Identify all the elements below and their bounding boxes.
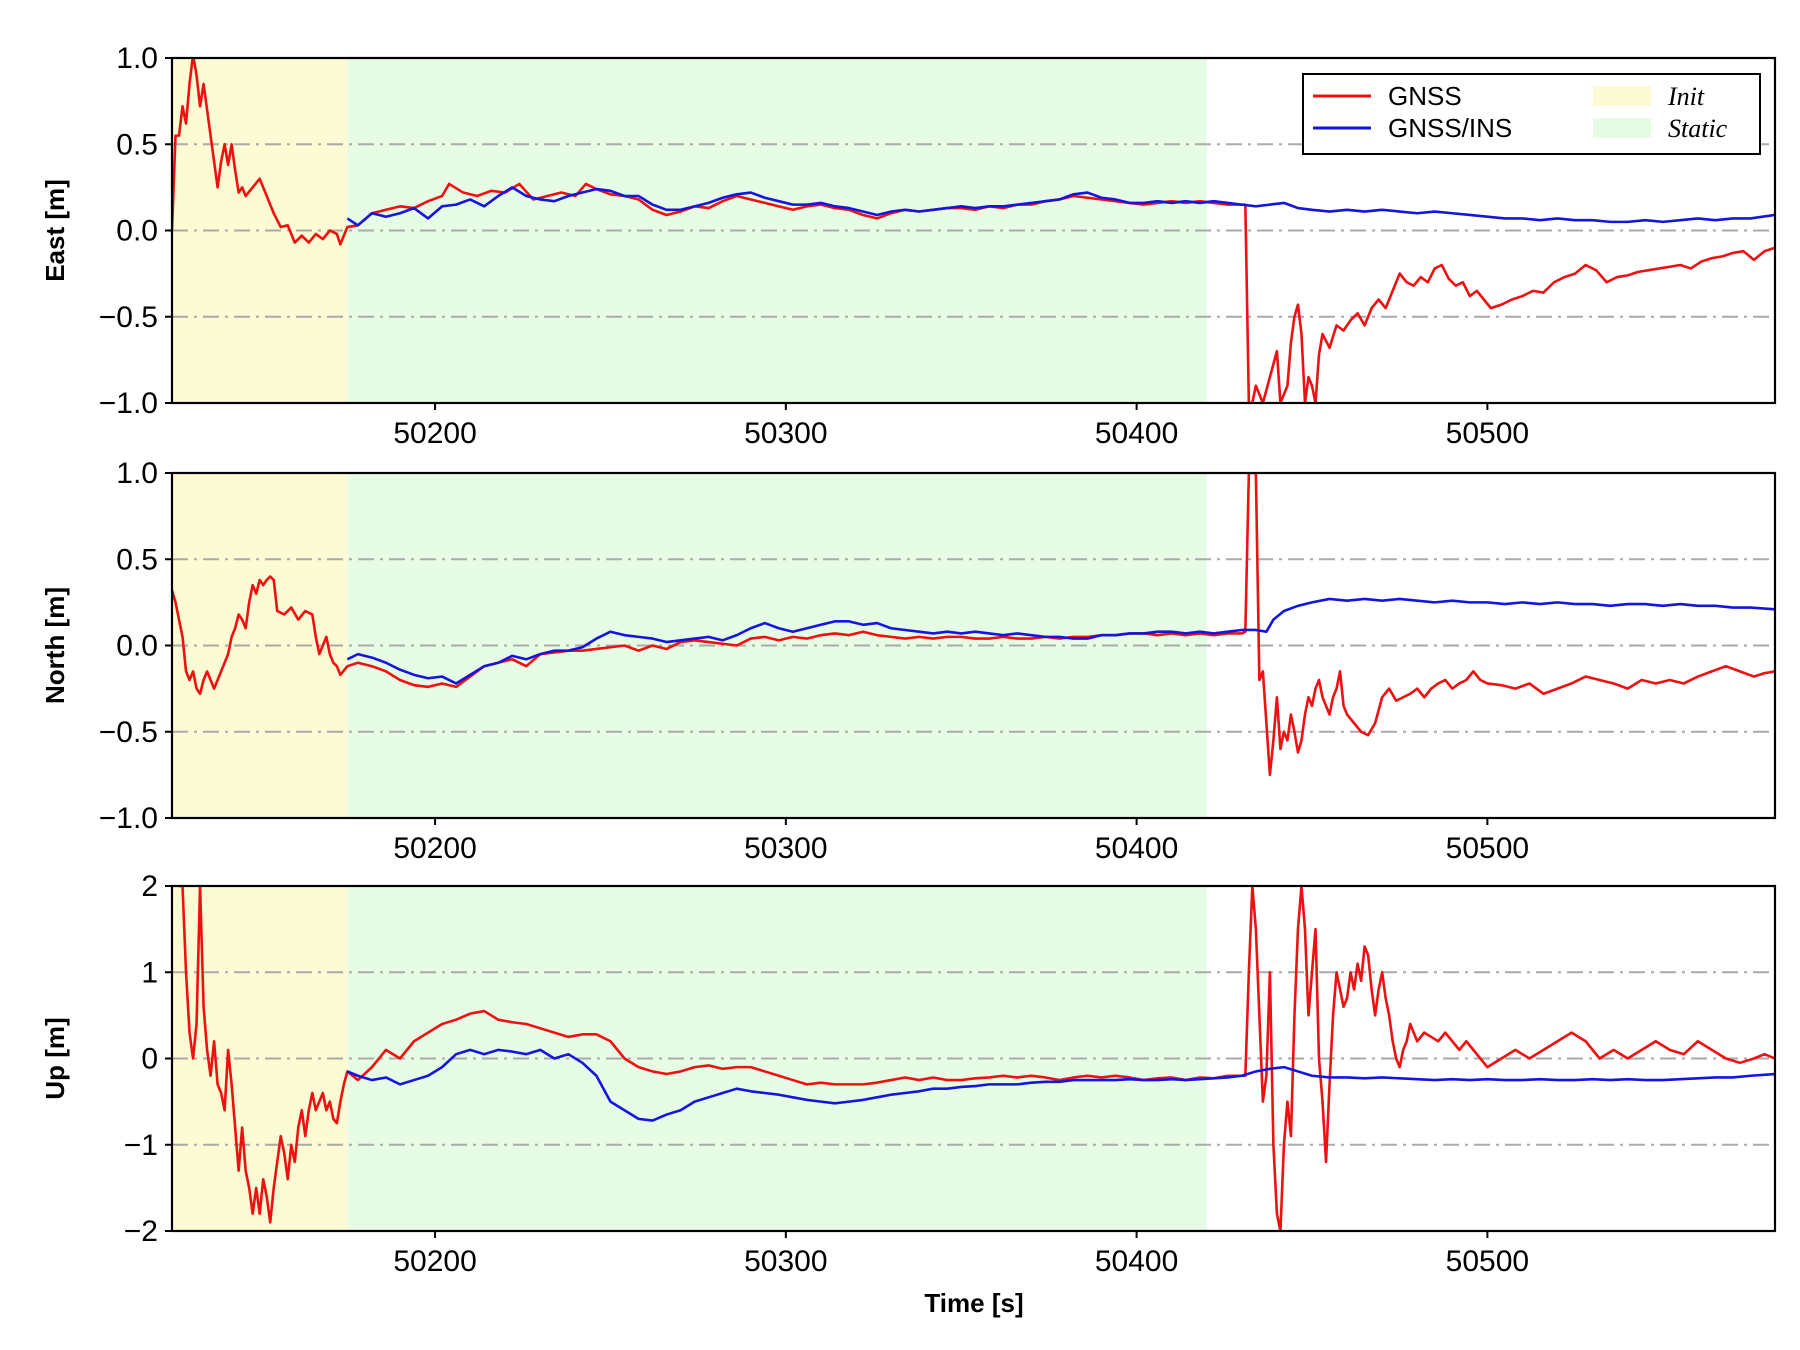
x-tick-label-east-2: 50400	[1095, 417, 1178, 450]
x-tick-label-up-0: 50200	[393, 1245, 476, 1278]
y-tick-label-east-1: 0.5	[116, 128, 158, 161]
legend-label-init: Init	[1667, 82, 1705, 111]
series-line-gnss-ins-east	[346, 186, 1775, 227]
series-line-gnss-ins-up	[346, 1048, 1775, 1122]
x-tick-label-up-2: 50400	[1095, 1245, 1178, 1278]
x-tick-label-north-1: 50300	[744, 832, 827, 865]
y-tick-label-up-0: 2	[141, 870, 158, 903]
x-tick-label-north-2: 50400	[1095, 832, 1178, 865]
y-tick-label-north-2: 0.0	[116, 630, 158, 663]
panels: 1.0 0.5 0.0 −0.5 −1.0 50200 50300 50400 50500 Eas…	[40, 42, 1777, 1278]
y-tick-label-north-3: −0.5	[99, 716, 158, 749]
series-group-up	[179, 886, 1775, 1231]
x-tick-label-up-3: 50500	[1446, 1245, 1529, 1278]
y-tick-label-up-2: 0	[141, 1043, 158, 1076]
legend-box	[1302, 73, 1761, 155]
y-tick-label-east-0: 1.0	[116, 42, 158, 75]
x-axis-label: Time [s]	[924, 1288, 1023, 1318]
x-tick-label-east-0: 50200	[393, 417, 476, 450]
region-init-north	[172, 473, 348, 818]
panel-north: 1.0 0.5 0.0 −0.5 −1.0 50200 50300 50400 50500 Nor…	[40, 457, 1777, 865]
x-tick-label-east-1: 50300	[744, 417, 827, 450]
legend-label-gnss: GNSS	[1388, 81, 1462, 111]
y-tick-label-north-0: 1.0	[116, 457, 158, 490]
x-tick-label-up-1: 50300	[744, 1245, 827, 1278]
legend-label-gnss-ins: GNSS/INS	[1388, 113, 1512, 143]
y-tick-label-north-1: 0.5	[116, 543, 158, 576]
y-tick-label-up-4: −2	[124, 1215, 158, 1248]
y-axis-label-north: North [m]	[40, 587, 70, 704]
y-axis-label-east: East [m]	[40, 179, 70, 282]
series-line-gnss-north	[172, 473, 1775, 777]
series-group-north	[172, 473, 1775, 777]
x-tick-label-north-0: 50200	[393, 832, 476, 865]
series-group-east	[172, 58, 1775, 403]
x-tick-label-north-3: 50500	[1446, 832, 1529, 865]
legend-label-static: Static	[1668, 114, 1728, 143]
y-tick-label-east-4: −1.0	[99, 387, 158, 420]
series-line-gnss-up	[179, 886, 1775, 1231]
region-init-east	[172, 58, 348, 403]
y-tick-label-up-1: 1	[141, 956, 158, 989]
y-tick-label-north-4: −1.0	[99, 802, 158, 835]
y-axis-label-up: Up [m]	[40, 1017, 70, 1099]
y-tick-label-up-3: −1	[124, 1129, 158, 1162]
series-line-gnss-ins-north	[346, 597, 1775, 685]
legend-swatch-static	[1593, 118, 1651, 138]
legend-swatch-init	[1593, 86, 1651, 106]
y-tick-label-east-3: −0.5	[99, 301, 158, 334]
panel-up: 2 1 0 −1 −2 50200 50300 50400 50500 Up [m]	[40, 870, 1777, 1278]
panel-east: 1.0 0.5 0.0 −0.5 −1.0 50200 50300 50400 50500 Eas…	[40, 42, 1777, 450]
y-tick-label-east-2: 0.0	[116, 215, 158, 248]
x-tick-label-east-3: 50500	[1446, 417, 1529, 450]
